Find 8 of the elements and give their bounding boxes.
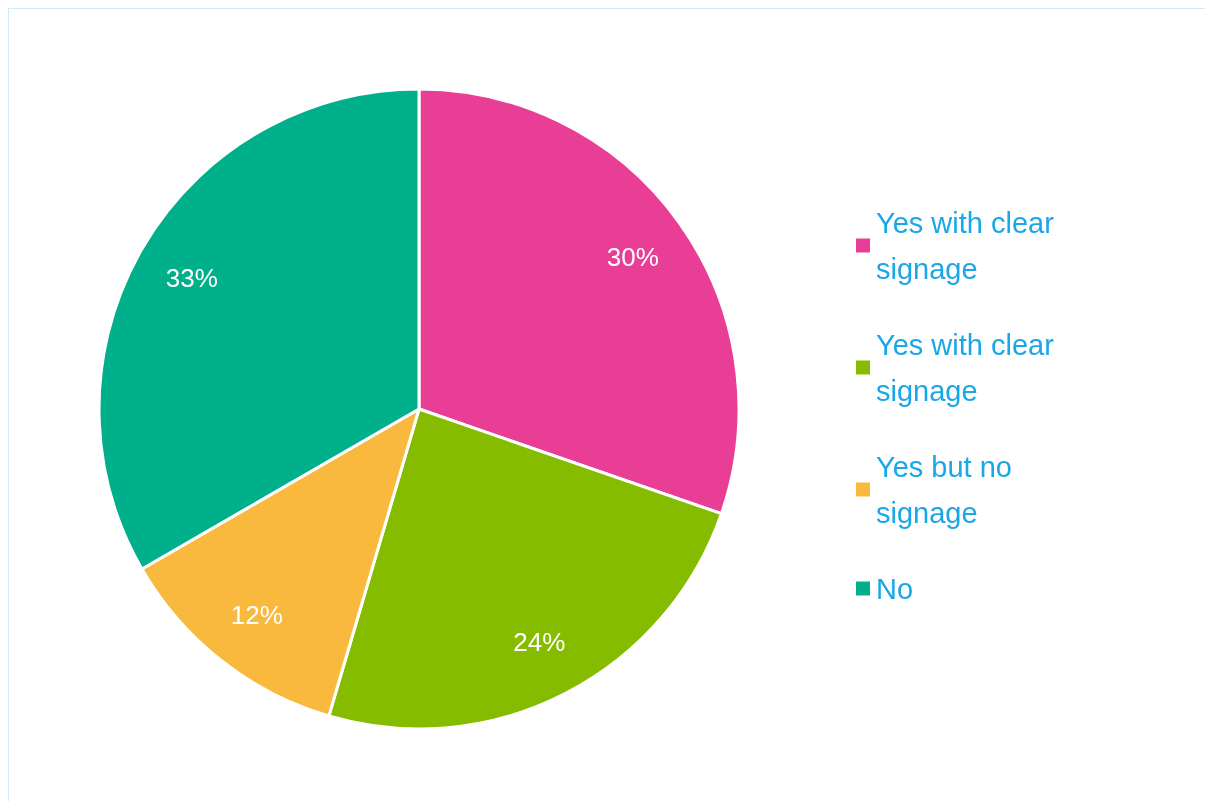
- data-label: 33%: [165, 262, 218, 293]
- slice-label: Yes with clear signage: [876, 328, 1062, 407]
- legend-label: No: [876, 572, 914, 605]
- legend-label: Yes with clear signage: [876, 206, 1062, 285]
- data-label: 12%: [230, 600, 283, 631]
- data-label: 24%: [513, 627, 566, 658]
- data-label: 30%: [606, 241, 659, 272]
- legend-label: Yes but no signage: [876, 450, 1021, 529]
